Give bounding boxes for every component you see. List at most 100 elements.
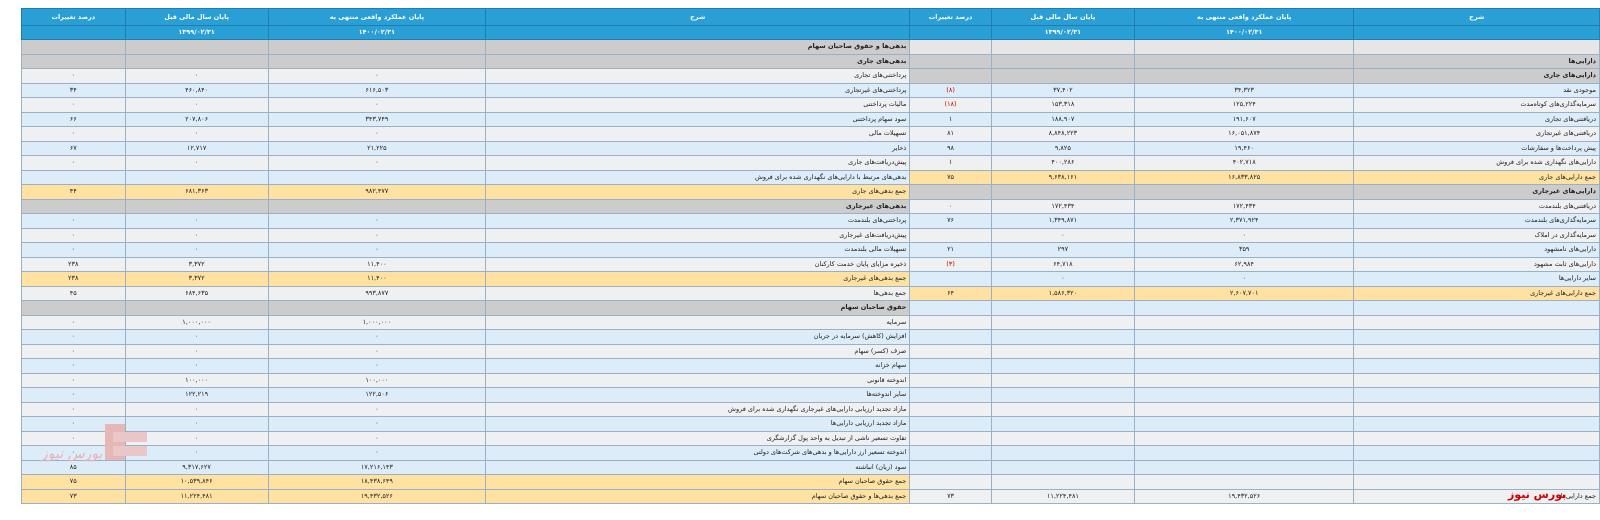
asset-desc-cell: دارایی‌های نامشهود — [1353, 242, 1600, 258]
asset-previous-cell: ۶۴,۷۱۸ — [990, 256, 1135, 272]
asset-previous-cell — [990, 329, 1135, 345]
asset-desc-cell — [1353, 430, 1600, 446]
asset-previous-cell: ۰ — [990, 227, 1135, 243]
liability-pct-cell: ۶۷ — [21, 140, 126, 156]
asset-previous-cell — [990, 401, 1135, 417]
asset-previous-cell — [990, 53, 1135, 69]
liability-pct-cell: ۰ — [21, 242, 126, 258]
liability-current-cell: ۰ — [267, 155, 487, 171]
asset-previous-cell — [990, 372, 1135, 388]
asset-pct-cell: ۸۱ — [909, 126, 992, 142]
asset-desc-cell: جمع دارایی‌های غیرجاری — [1353, 285, 1600, 301]
asset-current-cell — [1133, 459, 1355, 475]
asset-current-cell — [1133, 430, 1355, 446]
assets-pct-header: درصد تغییرات — [909, 8, 992, 26]
liability-current-cell: ۳۴۳,۷۴۹ — [267, 111, 487, 127]
asset-desc-cell — [1353, 445, 1600, 461]
liability-desc-cell: اندوخته تسعیر ارز دارایی‌ها و بدهی‌های ش… — [485, 445, 911, 461]
liability-current-cell: ۰ — [267, 227, 487, 243]
liability-previous-cell: ۰ — [124, 242, 269, 258]
table-row: دارایی‌های جاری پرداختنی‌های تجاری ۰ ۰ ۰ — [21, 68, 1600, 84]
table-row: جمع دارایی‌ها ۱۹,۴۳۲,۵۲۶ ۱۱,۲۲۴,۴۸۱ ۷۳ جمع ب… — [21, 488, 1600, 504]
asset-desc-cell: دریافتنی‌های غیرتجاری — [1353, 126, 1600, 142]
liability-desc-cell: سود (زیان) انباشته — [485, 459, 911, 475]
liability-desc-cell: پرداختنی‌های غیرتجاری — [485, 82, 911, 98]
asset-current-cell — [1133, 314, 1355, 330]
asset-current-cell: ۶۲,۹۸۴ — [1133, 256, 1355, 272]
asset-current-cell — [1133, 387, 1355, 403]
liability-current-cell: ۱۹,۴۳۲,۵۲۶ — [267, 488, 487, 504]
table-row: مازاد تجدید ارزیابی دارایی‌ها ۰ ۰ ۰ — [21, 416, 1600, 432]
liability-previous-cell: ۰ — [124, 126, 269, 142]
liability-previous-cell: ۴۶۰,۸۴۰ — [124, 82, 269, 98]
liab-pct-header: درصد تغییرات — [21, 8, 126, 26]
liability-current-cell: ۹۸۲,۴۷۷ — [267, 184, 487, 200]
asset-previous-cell: ۱۷۲,۴۳۴ — [990, 198, 1135, 214]
asset-desc-cell — [1353, 401, 1600, 417]
liability-pct-cell: ۴۴ — [21, 184, 126, 200]
liability-pct-cell: ۰ — [21, 97, 126, 113]
liability-desc-cell: پرداختنی‌های تجاری — [485, 68, 911, 84]
table-row: دارایی‌های نگهداری شده برای فروش ۴۰۲,۷۱۸ ۴… — [21, 155, 1600, 171]
asset-pct-cell — [909, 184, 992, 200]
liability-current-cell — [267, 39, 487, 55]
asset-current-cell: ۱۲۵,۲۲۴ — [1133, 97, 1355, 113]
table-row: دارایی‌های غیرجاری جمع بدهی‌های جاری ۹۸۲,۴… — [21, 184, 1600, 200]
liability-pct-cell — [21, 53, 126, 69]
asset-pct-cell: ۶۴ — [909, 285, 992, 301]
asset-pct-cell — [909, 430, 992, 446]
asset-current-cell: ۱۷۲,۴۳۴ — [1133, 198, 1355, 214]
liability-desc-cell: مازاد تجدید ارزیابی دارایی‌ها — [485, 416, 911, 432]
liability-desc-cell: بدهی‌ها و حقوق صاحبان سهام — [485, 39, 911, 55]
asset-desc-cell: دارایی‌ها — [1353, 53, 1600, 69]
assets-prev-date: ۱۳۹۹/۰۲/۳۱ — [990, 25, 1135, 40]
asset-current-cell: ۱۶,۰۵۱,۸۷۴ — [1133, 126, 1355, 142]
liability-current-cell: ۰ — [267, 358, 487, 374]
table-row: دریافتنی‌های غیرتجاری ۱۶,۰۵۱,۸۷۴ ۸,۸۴۸,۲۲۳… — [21, 126, 1600, 142]
liability-previous-cell: ۲۰۷,۸۰۶ — [124, 111, 269, 127]
asset-previous-cell — [990, 314, 1135, 330]
asset-previous-cell: ۹,۶۳۸,۱۶۱ — [990, 169, 1135, 185]
liability-desc-cell: اندوخته قانونی — [485, 372, 911, 388]
table-row: سایر دارایی‌ها ۰ ۰ جمع بدهی‌های غیرجاری ۱۱,۴… — [21, 271, 1600, 287]
liability-current-cell: ۱۷,۲۱۶,۱۴۳ — [267, 459, 487, 475]
asset-desc-cell — [1353, 387, 1600, 403]
asset-pct-cell — [909, 372, 992, 388]
liability-current-cell: ۰ — [267, 401, 487, 417]
table-row: اندوخته تسعیر ارز دارایی‌ها و بدهی‌های ش… — [21, 445, 1600, 461]
liability-pct-cell: ۰ — [21, 213, 126, 229]
table-row: سود (زیان) انباشته ۱۷,۲۱۶,۱۴۳ ۹,۳۱۷,۶۲۷ ۸۵ — [21, 459, 1600, 475]
liability-desc-cell: ذخایر — [485, 140, 911, 156]
liab-current-date: ۱۴۰۰/۰۲/۳۱ — [267, 25, 487, 40]
liability-pct-cell: ۲۳۸ — [21, 271, 126, 287]
liability-previous-cell: ۰ — [124, 343, 269, 359]
asset-previous-cell — [990, 343, 1135, 359]
asset-pct-cell: ۷۶ — [909, 213, 992, 229]
asset-pct-cell — [909, 39, 992, 55]
table-row: سهام خزانه ۰ ۰ ۰ — [21, 358, 1600, 374]
liab-current-header: پایان عملکرد واقعی منتهی به — [267, 8, 487, 26]
asset-previous-cell: ۳۷,۴۰۲ — [990, 82, 1135, 98]
asset-pct-cell — [909, 329, 992, 345]
asset-pct-cell — [909, 343, 992, 359]
asset-previous-cell — [990, 358, 1135, 374]
assets-current-header: پایان عملکرد واقعی منتهی به — [1133, 8, 1355, 26]
liability-desc-cell: جمع بدهی‌ها — [485, 285, 911, 301]
liability-desc-cell: جمع بدهی‌های غیرجاری — [485, 271, 911, 287]
liability-desc-cell: مازاد تجدید ارزیابی دارایی‌های غیرجاری ن… — [485, 401, 911, 417]
assets-prev-header: پایان سال مالی قبل — [990, 8, 1135, 26]
table-row: پیش پرداخت‌ها و سفارشات ۱۹,۴۶۰ ۹,۸۲۵ ۹۸ ذخای… — [21, 140, 1600, 156]
table-row: حقوق صاحبان سهام — [21, 300, 1600, 316]
asset-desc-cell — [1353, 474, 1600, 490]
logo-text: بورس نیوز — [39, 446, 103, 462]
liability-current-cell — [267, 300, 487, 316]
table-row: دارایی‌های نامشهود ۳۵۹ ۲۹۷ ۲۱ تسهیلات مالی ب… — [21, 242, 1600, 258]
asset-pct-cell: ۱ — [909, 111, 992, 127]
liability-current-cell — [267, 169, 487, 185]
asset-pct-cell — [909, 227, 992, 243]
liability-previous-cell: ۱۱,۲۲۴,۴۸۱ — [124, 488, 269, 504]
asset-previous-cell: ۱۱,۲۲۴,۴۸۱ — [990, 488, 1135, 504]
asset-pct-cell — [909, 53, 992, 69]
liability-pct-cell: ۴۵ — [21, 285, 126, 301]
table-row: سرمایه‌گذاری‌های کوتاه‌مدت ۱۲۵,۲۲۴ ۱۵۳,۳۱۸… — [21, 97, 1600, 113]
